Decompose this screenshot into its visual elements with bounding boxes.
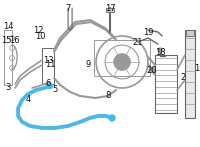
Bar: [4, 30, 12, 85]
Text: 9: 9: [85, 60, 91, 69]
Text: 18: 18: [155, 47, 165, 56]
Bar: [186, 30, 194, 36]
Text: 17: 17: [105, 4, 115, 12]
Bar: [155, 55, 177, 113]
Text: 2: 2: [180, 74, 186, 82]
Bar: [185, 30, 195, 118]
Bar: [106, 8, 114, 12]
Text: 11: 11: [45, 60, 55, 69]
Text: 8: 8: [105, 91, 111, 101]
Bar: [42, 48, 54, 84]
Text: 1: 1: [194, 64, 200, 72]
Bar: [94, 40, 150, 76]
Text: 12: 12: [33, 26, 43, 35]
Text: 10: 10: [35, 31, 45, 41]
Text: 15: 15: [1, 36, 11, 45]
Text: 20: 20: [147, 66, 157, 75]
Circle shape: [150, 67, 155, 72]
Text: 7: 7: [65, 4, 71, 12]
Text: 14: 14: [3, 21, 13, 31]
Text: 5: 5: [52, 86, 58, 95]
Text: 13: 13: [43, 56, 53, 65]
Text: 19: 19: [143, 27, 153, 36]
Text: 4: 4: [25, 96, 31, 105]
Text: 21: 21: [133, 37, 143, 46]
Text: 3: 3: [5, 83, 11, 92]
Circle shape: [48, 83, 53, 88]
Circle shape: [158, 48, 162, 52]
Text: 16: 16: [9, 36, 19, 45]
Circle shape: [114, 54, 130, 70]
Circle shape: [109, 115, 115, 121]
Text: 6: 6: [45, 80, 51, 88]
